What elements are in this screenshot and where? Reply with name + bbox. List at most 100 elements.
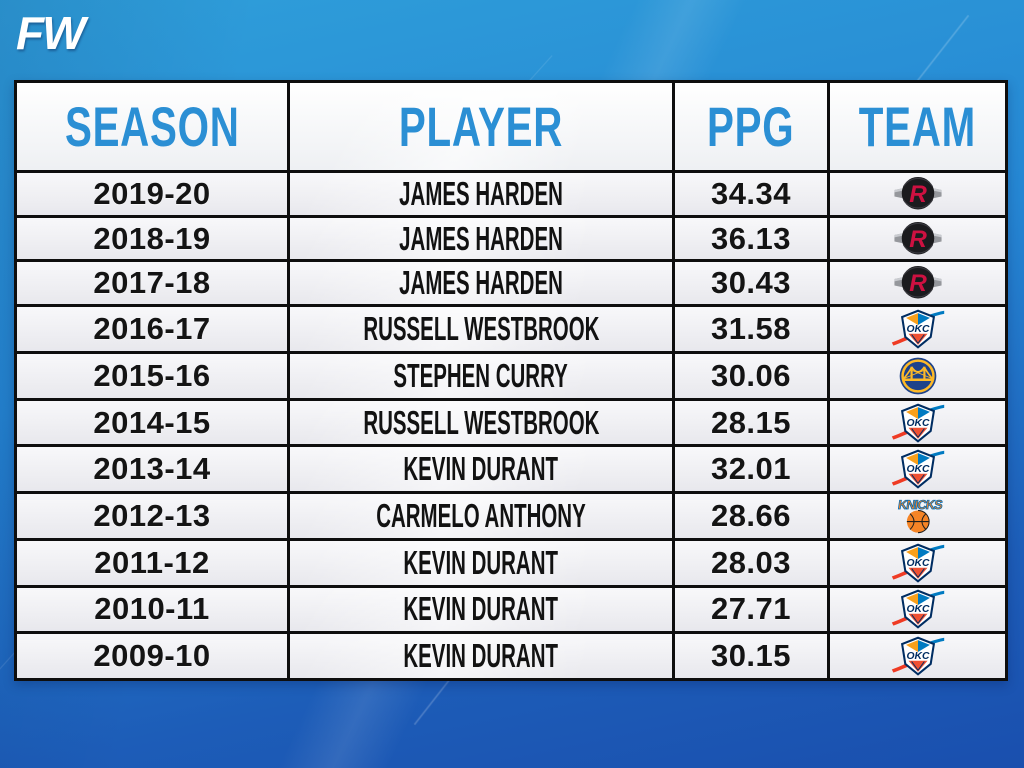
season-value: 2012-13 [93, 498, 211, 533]
svg-text:OKC: OKC [906, 324, 929, 335]
new-york-knicks-logo-icon: KNICKS [896, 497, 943, 534]
player-name: KEVIN DURANT [403, 543, 559, 581]
season-cell: 2014-15 [17, 400, 290, 445]
team-cell: OKC [830, 588, 1005, 632]
season-cell: 2010-11 [17, 587, 290, 632]
season-value: 2015-16 [93, 357, 211, 393]
ppg-value: 36.13 [710, 220, 792, 256]
header-player: PLAYER [290, 83, 675, 170]
okc-thunder-logo-icon: OKC [891, 449, 944, 489]
table-row: 2018-19 JAMES HARDEN 36.13 R [17, 217, 1005, 263]
ppg-value: 31.58 [710, 311, 792, 347]
season-value: 2019-20 [93, 175, 211, 211]
ppg-cell: 34.34 [675, 173, 830, 215]
team-cell: OKC [830, 447, 1005, 491]
player-name: KEVIN DURANT [403, 637, 559, 675]
season-cell: 2018-19 [17, 217, 290, 260]
ppg-cell: 28.03 [675, 540, 830, 585]
player-name: RUSSELL WESTBROOK [362, 310, 600, 348]
season-cell: 2009-10 [17, 634, 290, 679]
svg-text:OKC: OKC [906, 605, 929, 616]
team-cell: KNICKS [830, 494, 1005, 538]
golden-state-warriors-logo-icon [899, 357, 936, 395]
table-row: 2015-16 STEPHEN CURRY 30.06 [17, 353, 1005, 401]
ppg-value: 30.15 [710, 638, 792, 674]
svg-text:R: R [909, 226, 927, 253]
svg-text:R: R [909, 181, 927, 208]
table-row: 2014-15 RUSSELL WESTBROOK 28.15 OKC [17, 400, 1005, 448]
ppg-value: 32.01 [710, 451, 792, 487]
ppg-cell: 28.66 [675, 494, 830, 538]
houston-rockets-logo-icon: R [893, 221, 942, 255]
team-cell [830, 354, 1005, 398]
okc-thunder-logo-icon: OKC [891, 543, 944, 583]
season-cell: 2016-17 [17, 307, 290, 351]
ppg-cell: 36.13 [675, 217, 830, 260]
team-cell: R [830, 173, 1005, 215]
ppg-value: 30.43 [710, 265, 792, 301]
ppg-cell: 30.06 [675, 353, 830, 398]
player-name: RUSSELL WESTBROOK [362, 403, 600, 441]
team-cell: OKC [830, 307, 1005, 351]
table-row: 2011-12 KEVIN DURANT 28.03 OKC [17, 540, 1005, 588]
player-name: CARMELO ANTHONY [376, 497, 586, 534]
player-name: JAMES HARDEN [399, 174, 563, 212]
season-value: 2011-12 [94, 544, 210, 580]
fw-brand-logo: FW [16, 7, 86, 59]
player-cell: CARMELO ANTHONY [290, 494, 675, 538]
header-ppg: PPG [675, 83, 830, 170]
ppg-value: 34.34 [710, 175, 792, 211]
player-cell: JAMES HARDEN [290, 262, 675, 305]
season-value: 2017-18 [93, 265, 211, 301]
ppg-cell: 28.15 [675, 400, 830, 445]
player-name: STEPHEN CURRY [393, 356, 569, 394]
okc-thunder-logo-icon: OKC [891, 636, 944, 676]
season-value: 2014-15 [93, 404, 211, 440]
ppg-cell: 30.15 [675, 634, 830, 679]
season-cell: 2019-20 [17, 173, 290, 215]
header-team: TEAM [858, 95, 977, 158]
player-cell: KEVIN DURANT [290, 540, 675, 585]
season-value: 2010-11 [94, 591, 210, 627]
table-row: 2017-18 JAMES HARDEN 30.43 R [17, 262, 1005, 308]
season-cell: 2015-16 [17, 353, 290, 398]
player-cell: RUSSELL WESTBROOK [290, 307, 675, 351]
season-value: 2009-10 [93, 638, 211, 674]
season-cell: 2011-12 [17, 540, 290, 585]
season-value: 2013-14 [93, 451, 211, 487]
team-cell: R [830, 218, 1005, 260]
season-cell: 2012-13 [17, 494, 290, 538]
player-cell: JAMES HARDEN [290, 173, 675, 215]
player-name: KEVIN DURANT [403, 590, 559, 628]
ppg-value: 28.15 [710, 404, 792, 440]
season-cell: 2017-18 [17, 262, 290, 305]
svg-text:OKC: OKC [906, 464, 929, 475]
ppg-cell: 31.58 [675, 307, 830, 351]
table-row: 2013-14 KEVIN DURANT 32.01 OKC [17, 447, 1005, 495]
okc-thunder-logo-icon: OKC [891, 403, 944, 443]
okc-thunder-logo-icon: OKC [891, 309, 944, 349]
table-row: 2012-13 CARMELO ANTHONY 28.66 KNICKS [17, 494, 1005, 541]
team-cell: OKC [830, 401, 1005, 445]
season-cell: 2013-14 [17, 447, 290, 492]
player-cell: RUSSELL WESTBROOK [290, 400, 675, 445]
svg-text:OKC: OKC [906, 418, 929, 429]
okc-thunder-logo-icon: OKC [891, 590, 944, 630]
player-cell: KEVIN DURANT [290, 634, 675, 679]
ppg-value: 30.06 [710, 357, 792, 393]
player-name: KEVIN DURANT [403, 450, 559, 488]
season-value: 2018-19 [93, 220, 211, 256]
player-cell: STEPHEN CURRY [290, 353, 675, 398]
ppg-leaders-table: SEASON PLAYER PPG TEAM 2019-20 JAMES HAR… [14, 80, 1008, 681]
ppg-cell: 27.71 [675, 587, 830, 632]
ppg-cell: 30.43 [675, 262, 830, 305]
player-cell: KEVIN DURANT [290, 447, 675, 492]
table-row: 2009-10 KEVIN DURANT 30.15 OKC [17, 634, 1005, 679]
svg-text:R: R [909, 270, 927, 297]
table-row: 2016-17 RUSSELL WESTBROOK 31.58 OKC [17, 307, 1005, 354]
ppg-cell: 32.01 [675, 447, 830, 492]
season-value: 2016-17 [93, 311, 211, 347]
player-cell: JAMES HARDEN [290, 217, 675, 260]
player-name: JAMES HARDEN [399, 264, 563, 302]
team-cell: R [830, 262, 1005, 304]
